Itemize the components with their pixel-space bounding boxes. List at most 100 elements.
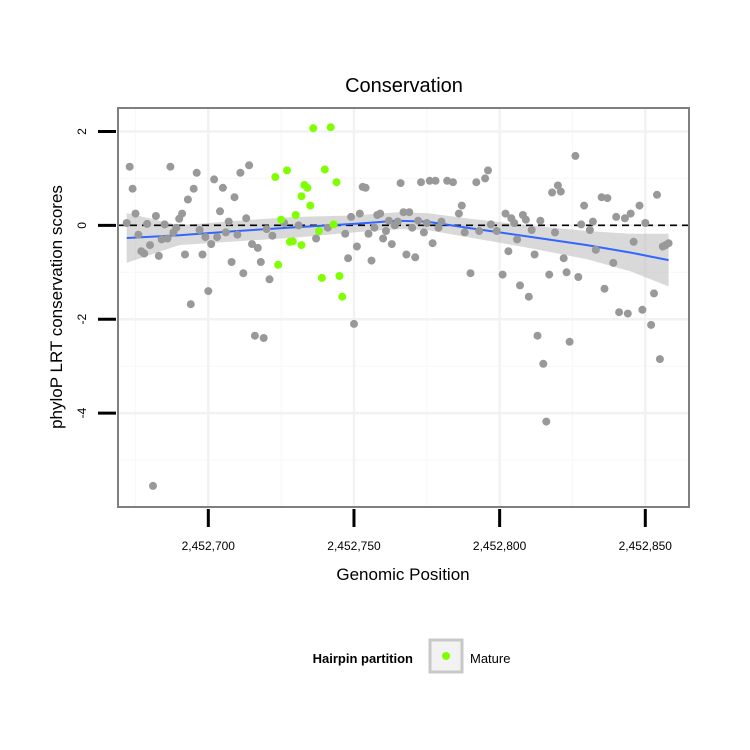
data-point (364, 229, 373, 238)
x-axis-tick-labels: 2,452,700 2,452,750 2,452,800 2,452,850 (182, 539, 673, 553)
data-point (370, 223, 379, 232)
data-point (195, 226, 204, 234)
data-point (408, 223, 417, 232)
y-tick-label: -4 (75, 407, 89, 418)
data-point (131, 209, 140, 218)
data-point (626, 209, 635, 218)
data-point (585, 226, 594, 234)
data-point (475, 227, 484, 235)
data-point (486, 220, 495, 229)
data-point (250, 331, 259, 340)
data-point (402, 250, 411, 259)
data-point (553, 181, 562, 190)
y-axis: -4 -2 0 2 (75, 128, 116, 419)
mature-data-point (277, 215, 286, 224)
data-point (384, 216, 393, 225)
data-point (635, 201, 644, 210)
data-point (387, 240, 396, 249)
data-point (600, 284, 609, 293)
data-point (571, 151, 580, 160)
data-point (516, 281, 524, 290)
data-point (638, 305, 647, 314)
data-point (472, 178, 481, 187)
y-tick-label: 2 (75, 128, 89, 135)
mature-data-point (317, 273, 326, 282)
data-point (146, 241, 154, 250)
data-point (542, 417, 551, 426)
mature-data-point (326, 123, 335, 132)
data-point (323, 223, 332, 232)
data-point (536, 216, 545, 225)
data-point (492, 227, 501, 235)
mature-data-point (332, 178, 341, 187)
data-point (641, 219, 650, 227)
mature-data-point (271, 173, 280, 181)
y-tick-label: 0 (75, 222, 89, 229)
data-point (577, 220, 586, 229)
data-point (484, 166, 492, 175)
data-point (647, 320, 656, 329)
data-point (399, 208, 408, 217)
data-point (501, 209, 510, 218)
data-point (457, 201, 466, 210)
data-point (655, 355, 664, 364)
data-point (623, 309, 632, 318)
x-tick-label: 2,452,700 (182, 539, 236, 553)
data-point (268, 231, 277, 240)
chart-title: Conservation (345, 75, 463, 97)
data-point (265, 275, 274, 284)
data-point (431, 176, 440, 185)
x-tick-label: 2,452,800 (473, 539, 527, 553)
x-axis: 2,452,700 2,452,750 2,452,800 2,452,850 (182, 509, 673, 553)
data-point (198, 250, 207, 259)
mature-data-point (335, 272, 344, 280)
data-point (562, 268, 571, 277)
data-point (498, 270, 507, 279)
data-point (434, 223, 443, 232)
data-point (230, 193, 239, 202)
y-axis-tick-labels: -4 -2 0 2 (75, 128, 89, 419)
legend: Hairpin partition Mature (313, 638, 510, 674)
data-point (580, 201, 589, 210)
data-point (612, 212, 621, 221)
data-point (545, 270, 554, 279)
x-tick-label: 2,452,750 (327, 539, 381, 553)
data-point (347, 212, 356, 221)
data-point (166, 162, 175, 171)
data-point (425, 176, 434, 185)
data-point (481, 174, 490, 183)
data-point (242, 214, 251, 223)
data-point (513, 235, 522, 244)
mature-data-point (297, 192, 306, 201)
data-point (178, 209, 187, 218)
data-point (565, 337, 574, 346)
legend-mature-point (442, 652, 450, 660)
data-point (650, 289, 658, 298)
data-point (149, 481, 157, 490)
data-point (183, 195, 192, 204)
data-point (151, 212, 160, 220)
data-point (128, 184, 137, 193)
data-point (259, 334, 268, 342)
mature-data-point (329, 220, 338, 229)
data-point (294, 221, 303, 230)
data-point (218, 183, 227, 192)
data-point (140, 249, 149, 258)
x-tick-label: 2,452,850 (619, 539, 673, 553)
mature-data-point (274, 260, 283, 269)
data-point (551, 228, 559, 237)
x-axis-title: Genomic Position (336, 565, 469, 584)
plot-panel (117, 107, 690, 508)
data-point (417, 178, 425, 187)
data-point (143, 219, 152, 228)
data-point (449, 178, 457, 187)
data-point (172, 223, 181, 232)
data-point (236, 168, 245, 177)
data-point (134, 230, 143, 239)
data-point (122, 219, 131, 227)
data-point (207, 240, 216, 249)
data-point (460, 228, 469, 237)
mature-data-point (283, 166, 291, 175)
legend-title: Hairpin partition (313, 651, 413, 666)
mature-data-point (291, 211, 300, 219)
